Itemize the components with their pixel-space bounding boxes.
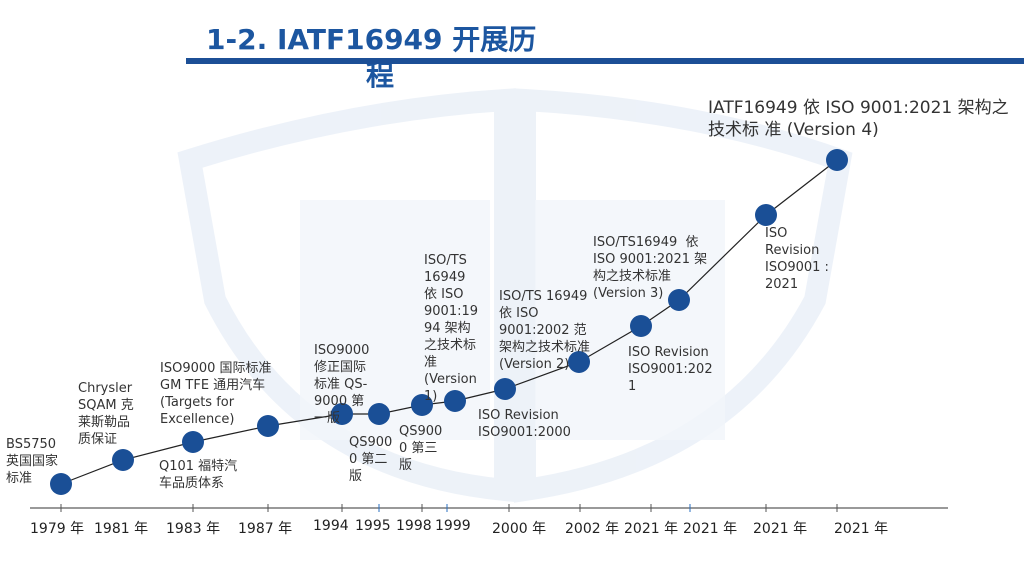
timeline-node xyxy=(444,390,466,412)
timeline-node xyxy=(112,449,134,471)
axis-year-label: 2021 年 xyxy=(683,521,738,537)
event-label: Q101 福特汽 车品质体系 xyxy=(159,459,238,491)
event-label: QS900 0 第三 版 xyxy=(399,424,443,473)
event-label: ISO Revision ISO9001 : 2021 xyxy=(765,226,829,292)
timeline-node xyxy=(630,315,652,337)
title-rule xyxy=(186,58,1024,64)
axis-year-label: 1987 年 xyxy=(238,521,293,537)
page-title-line1: 1-2. IATF16949 开展历 xyxy=(206,23,537,56)
axis-year-label: 2021 年 xyxy=(834,521,889,537)
axis-year-label: 2021 年 xyxy=(624,521,679,537)
timeline-node xyxy=(755,204,777,226)
timeline-node xyxy=(331,403,353,425)
page-title-line2: 程 xyxy=(366,59,395,92)
event-label: ISO9000 国际标准 GM TFE 通用汽车 (Targets for Ex… xyxy=(160,361,272,427)
axis-year-label: 2000 年 xyxy=(492,521,547,537)
timeline-node xyxy=(50,473,72,495)
event-label: ISO9000 修正国际 标准 QS- 9000 第 一版 xyxy=(314,343,370,426)
axis-year-label: 1995 xyxy=(355,518,391,534)
axis-year-label: 2002 年 xyxy=(565,521,620,537)
timeline-node xyxy=(568,351,590,373)
axis-year-label: 1998 xyxy=(396,518,432,534)
axis-year-label: 1981 年 xyxy=(94,521,149,537)
event-label: BS5750 英国国家 标准 xyxy=(6,437,59,486)
event-label: QS900 0 第二 版 xyxy=(349,435,393,484)
axis-year-label: 1983 年 xyxy=(166,521,221,537)
event-label: ISO/TS 16949 依 ISO 9001:2002 范 架构之技术标准 (… xyxy=(499,289,591,372)
timeline-node xyxy=(826,149,848,171)
timeline-node xyxy=(494,378,516,400)
page-title: 1-2. IATF16949 开展历 程 xyxy=(206,22,586,94)
timeline-node xyxy=(368,403,390,425)
axis-year-label: 1979 年 xyxy=(30,521,85,537)
event-label: IATF16949 依 ISO 9001:2021 架构之技术标 准 (Vers… xyxy=(708,98,1009,140)
event-label: ISO/TS16949 依 ISO 9001:2021 架 构之技术标准 (Ve… xyxy=(593,235,708,301)
event-label: Chrysler SQAM 克 莱斯勒品 质保证 xyxy=(78,381,134,447)
timeline-node xyxy=(182,431,204,453)
axis-year-label: 1999 xyxy=(435,518,471,534)
event-label: ISO Revision ISO9001:202 1 xyxy=(628,345,713,394)
timeline-node xyxy=(668,289,690,311)
axis-year-label: 2021 年 xyxy=(753,521,808,537)
timeline-node xyxy=(411,394,433,416)
axis-year-label: 1994 xyxy=(313,518,349,534)
event-label: ISO Revision ISO9001:2000 xyxy=(478,408,571,440)
event-label: ISO/TS 16949 依 ISO 9001:19 94 架构 之技术标 准 … xyxy=(424,253,479,404)
timeline-node xyxy=(257,415,279,437)
